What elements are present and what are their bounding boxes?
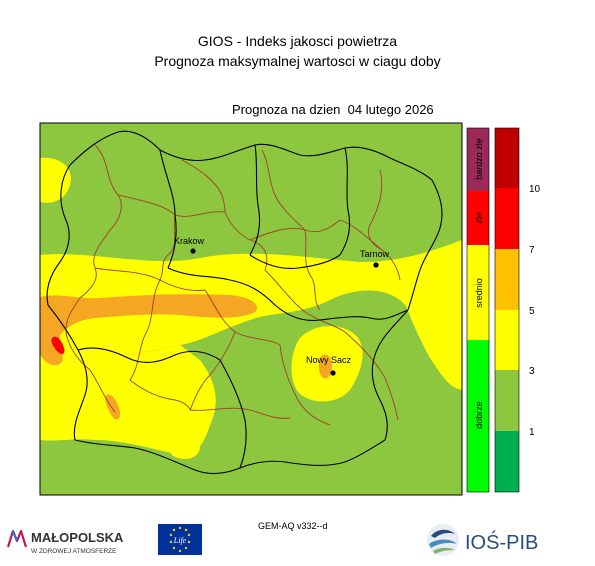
legend-label-bardzo-zle: bardzo zle: [474, 138, 484, 180]
page-subtitle: Prognoza maksymalnej wartosci w ciagu do…: [154, 53, 441, 69]
zone-orange-band: [40, 294, 258, 366]
scale-bar-1-3: [495, 370, 519, 431]
quality-legend: bardzo zle zle srednio dobrze: [466, 127, 490, 493]
ios-pib-logo: IOŚ-PIB: [427, 524, 538, 556]
legend-bar-dobrze: [467, 340, 489, 492]
zone-orange-southwest: [105, 394, 121, 420]
zone-yellow-east: [404, 282, 462, 390]
scale-bar-10-plus: [495, 128, 519, 188]
city-nowy-sacz: Nowy Sacz: [306, 355, 352, 376]
model-version: GEM-AQ v332--d: [258, 521, 328, 531]
city-label: Krakow: [174, 236, 205, 246]
region-borders: [46, 130, 443, 475]
map-frame: [39, 122, 463, 496]
scale-bar-0-1: [495, 431, 519, 492]
ios-name: IOŚ-PIB: [465, 530, 538, 554]
page-title: GIOS - Indeks jakosci powietrza: [197, 33, 398, 49]
forecast-date: Prognoza na dzien 04 lutego 2026: [232, 102, 434, 117]
city-krakow: Krakow: [174, 236, 205, 254]
scale-tick: 1: [529, 427, 535, 438]
index-scale-legend: 10 7 5 3 1: [494, 127, 541, 493]
eu-life-logo: Life: [158, 524, 202, 555]
city-label: Nowy Sacz: [306, 355, 352, 365]
scale-tick: 3: [529, 366, 535, 377]
malopolska-logo: MAŁOPOLSKA W ZDROWEJ ATMOSFERZE: [6, 529, 124, 555]
scale-bar-5-7: [495, 249, 519, 310]
city-marker: [190, 248, 196, 254]
scale-bar-3-5: [495, 310, 519, 370]
zone-yellow-south: [40, 345, 216, 455]
legend-bar-zle: [467, 191, 489, 245]
scale-tick: 7: [529, 245, 535, 256]
legend-label-dobrze: dobrze: [474, 401, 484, 429]
legend-bar-srednio: [467, 245, 489, 340]
city-label: Tarnow: [360, 249, 390, 259]
city-tarnow: Tarnow: [360, 249, 390, 268]
life-text: Life: [173, 536, 187, 545]
county-borders: [65, 144, 401, 426]
scale-bar-7-10: [495, 188, 519, 249]
legend-label-srednio: srednio: [474, 278, 484, 308]
city-marker: [373, 262, 379, 268]
concentration-field: [40, 123, 462, 495]
scale-tick: 10: [529, 184, 541, 195]
malopolska-name: MAŁOPOLSKA: [31, 530, 124, 545]
zone-yellow-blob: [166, 428, 200, 460]
scale-tick: 5: [529, 306, 535, 317]
malopolska-tagline: W ZDROWEJ ATMOSFERZE: [31, 548, 117, 555]
legend-bar-bardzo-zle: [467, 128, 489, 191]
zone-yellow-northwest: [40, 157, 71, 203]
legend-label-zle: zle: [474, 212, 484, 224]
city-marker: [330, 370, 336, 376]
zone-orange-nowysacz: [318, 354, 332, 379]
zone-red-spot: [51, 336, 65, 355]
